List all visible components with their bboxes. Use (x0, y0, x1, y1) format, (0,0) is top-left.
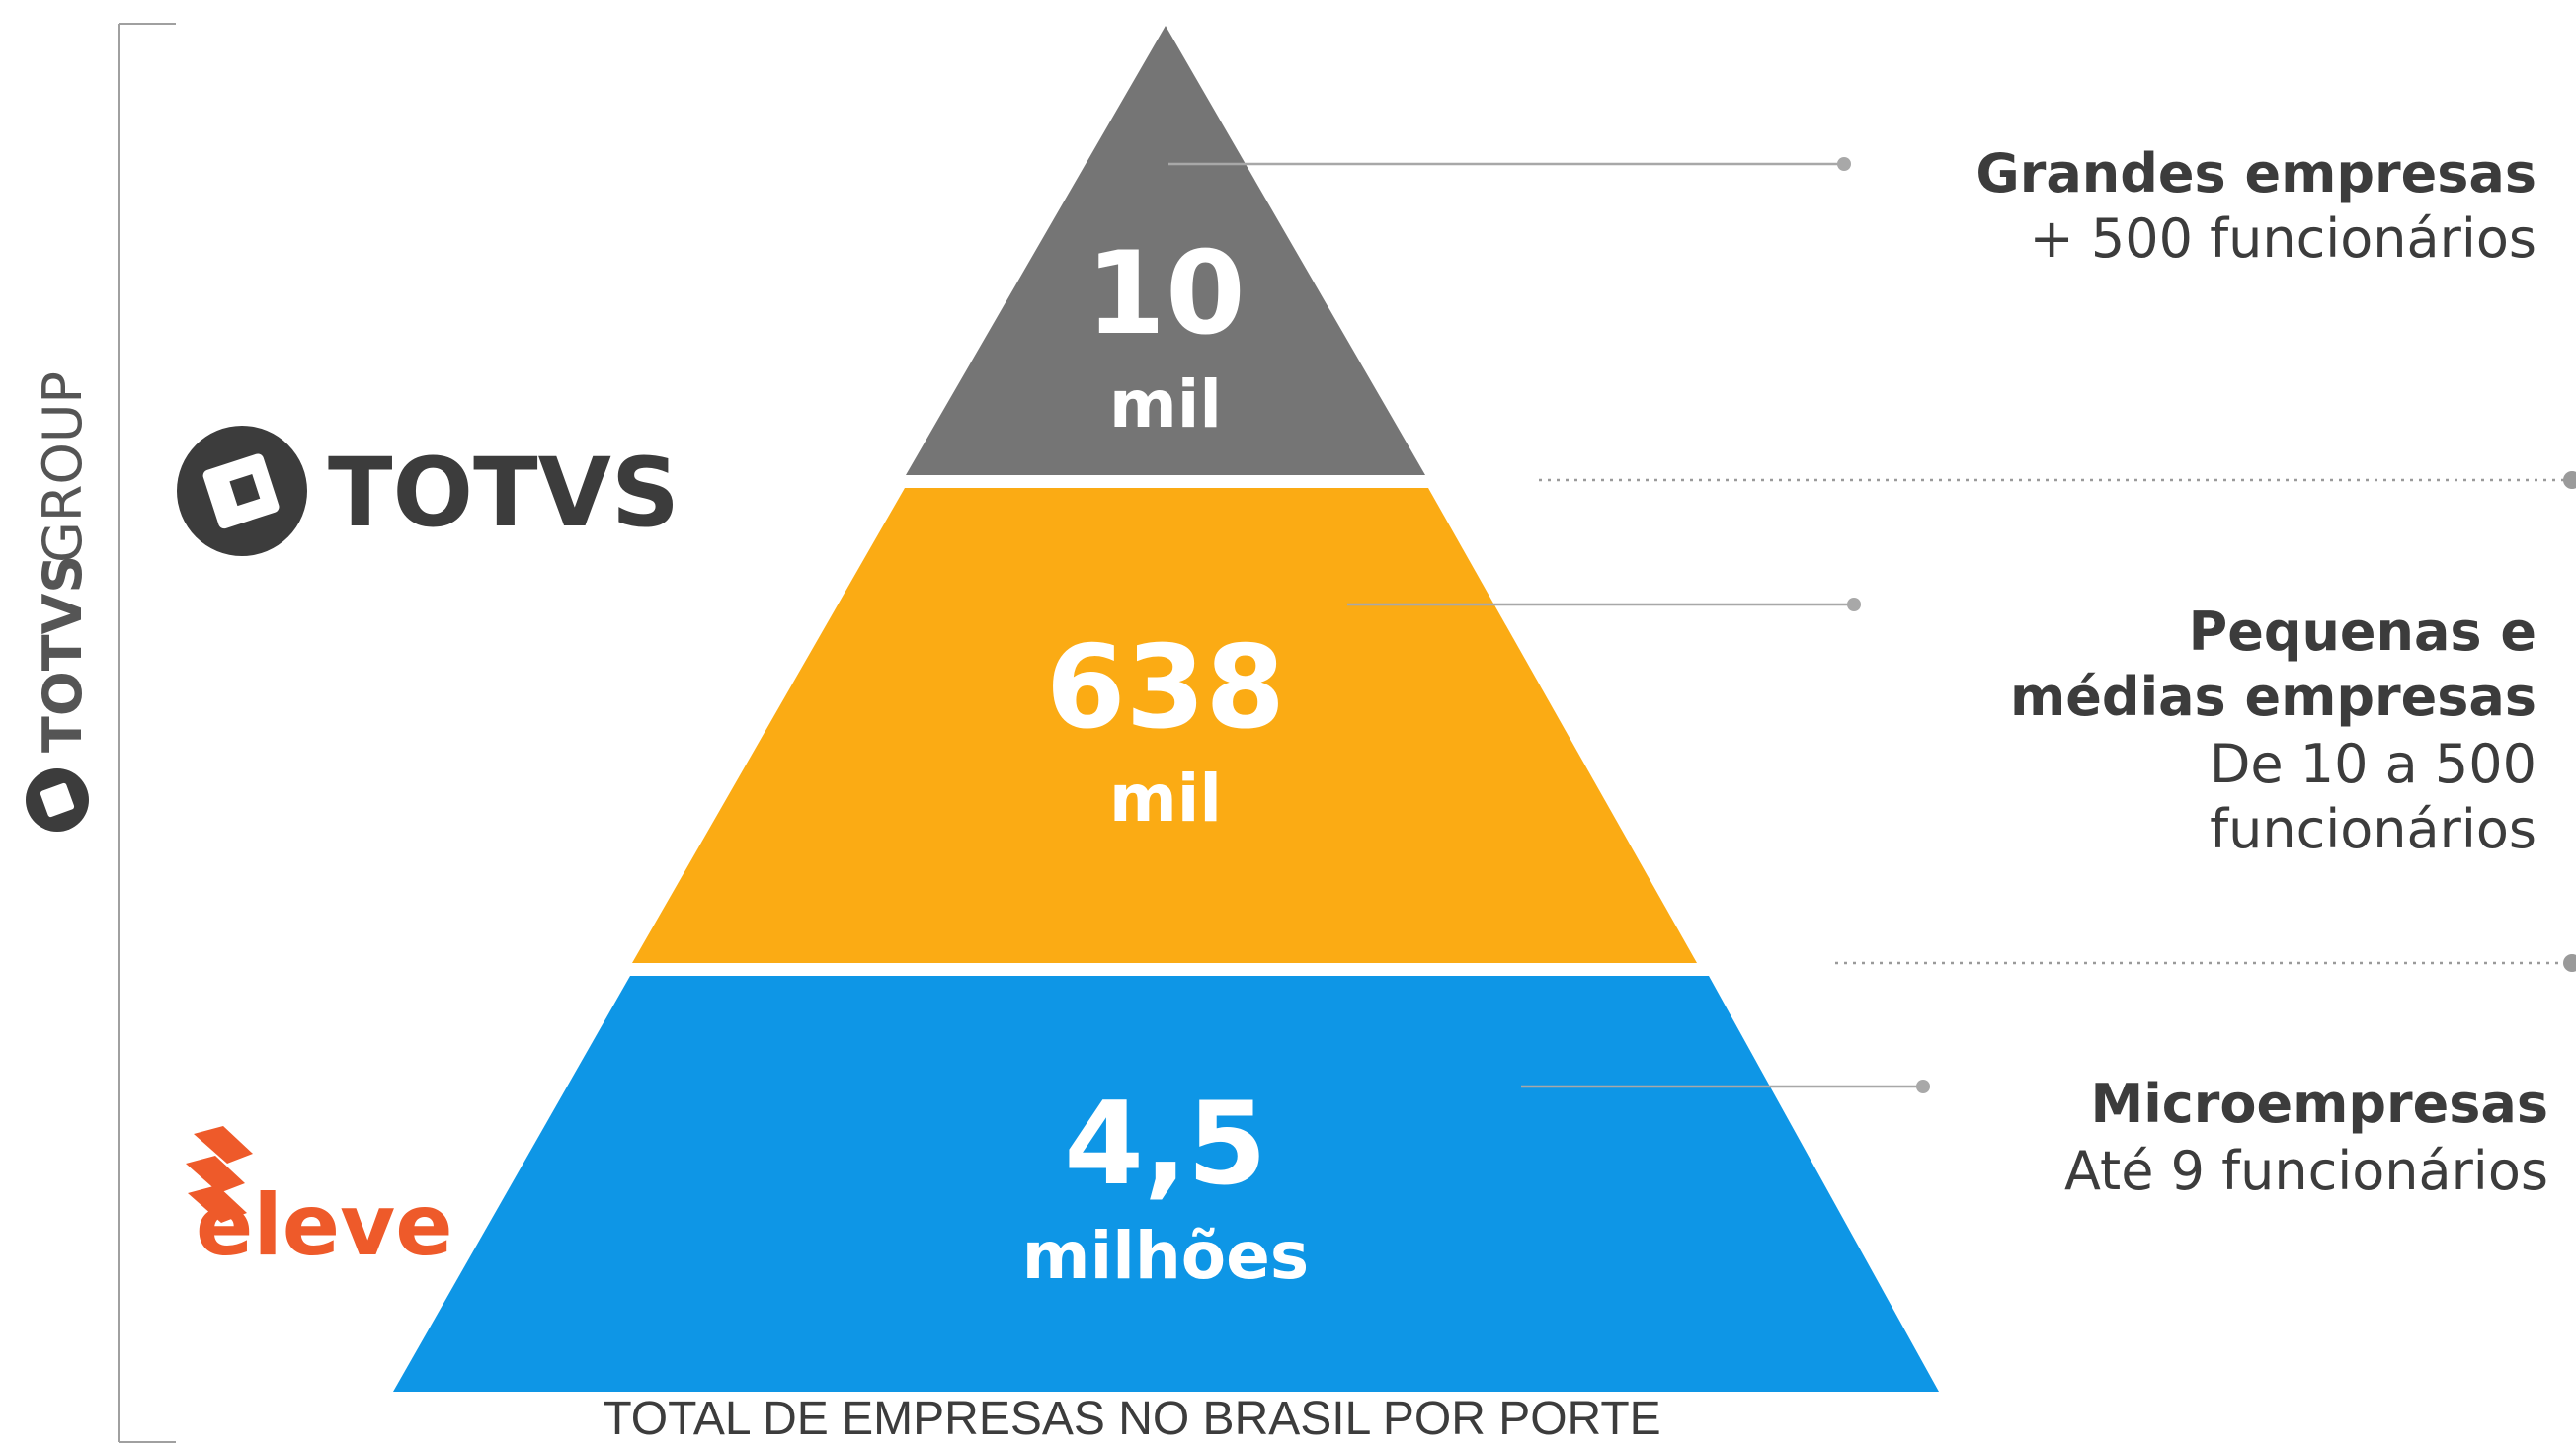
group-suffix-text: GROUP (32, 371, 94, 563)
diagram-caption: TOTAL DE EMPRESAS NO BRASIL POR PORTE (603, 1393, 1660, 1445)
totvs-logo: TOTVS (177, 426, 680, 556)
bottom-unit: milhões (1022, 1218, 1309, 1294)
eleve-logo-text: eleve (196, 1176, 453, 1275)
group-brand-text: TOTVS (32, 555, 94, 753)
totvs-logo-icon (177, 426, 307, 556)
totvs-logo-text: TOTVS (328, 438, 680, 548)
bottom-desc: Até 9 funcionários (2064, 1140, 2548, 1202)
group-bracket (118, 23, 176, 1443)
label-middle: Pequenas e médias empresas De 10 a 500 f… (2010, 601, 2536, 860)
label-bottom: Microempresas Até 9 funcionários (2064, 1073, 2548, 1202)
leader-lines (1168, 157, 1930, 1093)
middle-desc-line1: De 10 a 500 (2210, 733, 2536, 795)
pyramid-top-segment (906, 26, 1425, 475)
pyramid-middle-segment (632, 488, 1697, 963)
label-top: Grandes empresas + 500 funcionários (1975, 142, 2536, 270)
top-title: Grandes empresas (1975, 142, 2536, 204)
segment-dividers (1539, 471, 2576, 972)
top-unit: mil (1109, 366, 1222, 443)
middle-title-line1: Pequenas e (2189, 601, 2536, 663)
top-desc: + 500 funcionários (2029, 207, 2536, 270)
totvs-group-vertical-label: TOTVS GROUP (26, 371, 94, 832)
bottom-value: 4,5 (1064, 1078, 1267, 1211)
middle-unit: mil (1109, 761, 1222, 837)
eleve-logo: eleve (186, 1126, 453, 1275)
eleve-logo-mark-icon (186, 1126, 253, 1223)
middle-value: 638 (1046, 621, 1285, 755)
pyramid-bottom-segment (393, 976, 1939, 1392)
totvs-small-logo-icon (26, 768, 89, 832)
bottom-title: Microempresas (2090, 1073, 2548, 1135)
middle-title-line2: médias empresas (2010, 666, 2536, 728)
middle-desc-line2: funcionários (2210, 798, 2536, 860)
top-value: 10 (1086, 227, 1245, 361)
